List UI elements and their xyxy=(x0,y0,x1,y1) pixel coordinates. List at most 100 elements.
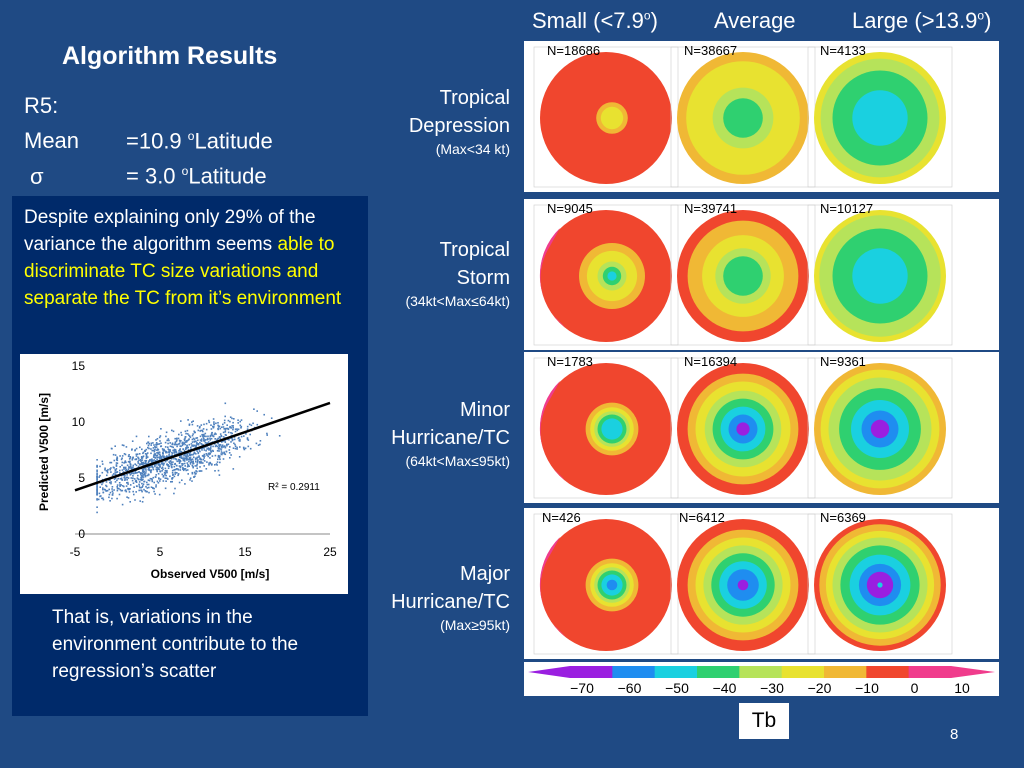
scatter-point xyxy=(143,471,145,473)
scatter-point xyxy=(266,434,268,436)
scatter-point xyxy=(143,472,146,475)
scatter-point xyxy=(186,445,188,447)
tb-contour-ring xyxy=(852,248,908,304)
scatter-point xyxy=(191,480,193,482)
scatter-point xyxy=(181,443,184,446)
scatter-point xyxy=(98,492,101,495)
scatter-point xyxy=(169,462,171,465)
column-header-large: Large (>13.9o) xyxy=(852,8,991,34)
scatter-point xyxy=(162,464,165,466)
scatter-point xyxy=(162,456,165,458)
scatter-point xyxy=(185,469,187,472)
scatter-point xyxy=(195,453,197,455)
scatter-point xyxy=(164,473,166,476)
scatter-point xyxy=(116,457,119,459)
scatter-point xyxy=(194,475,196,478)
scatter-point xyxy=(119,455,121,457)
scatter-point xyxy=(178,465,181,467)
scatter-point xyxy=(133,486,135,488)
scatter-point xyxy=(153,487,155,490)
scatter-point xyxy=(121,503,124,506)
scatter-point xyxy=(170,458,173,460)
scatter-point xyxy=(197,451,199,454)
scatter-point xyxy=(243,435,245,437)
scatter-point xyxy=(183,458,186,461)
scatter-point xyxy=(216,461,219,463)
scatter-point xyxy=(157,468,159,471)
scatter-point xyxy=(207,455,209,458)
scatter-point xyxy=(159,457,162,459)
scatter-point xyxy=(206,442,208,445)
scatter-point xyxy=(191,438,194,441)
scatter-point xyxy=(136,477,139,479)
scatter-point xyxy=(203,449,206,451)
scatter-point xyxy=(170,463,173,466)
scatter-point xyxy=(145,485,147,488)
scatter-point xyxy=(217,454,220,457)
scatter-point xyxy=(192,465,194,468)
large-degree: o xyxy=(977,8,985,23)
scatter-point xyxy=(213,426,215,428)
scatter-point xyxy=(153,464,156,466)
scatter-point xyxy=(140,476,142,479)
scatter-point xyxy=(129,457,132,459)
x-tick-label: 5 xyxy=(157,545,164,559)
scatter-point xyxy=(212,418,215,420)
scatter-point xyxy=(141,482,143,485)
scatter-point xyxy=(145,461,147,463)
scatter-point xyxy=(156,452,158,454)
scatter-point xyxy=(216,445,219,448)
scatter-point xyxy=(121,444,124,446)
scatter-point xyxy=(239,440,241,442)
scatter-point xyxy=(203,440,205,442)
scatter-point xyxy=(230,454,232,456)
scatter-point xyxy=(232,438,234,441)
scatter-point xyxy=(110,447,113,450)
scatter-point xyxy=(127,455,130,458)
scatter-point xyxy=(134,499,136,501)
scatter-point xyxy=(156,480,159,483)
scatter-point xyxy=(222,446,224,448)
scatter-point xyxy=(231,425,233,427)
scatter-point xyxy=(209,448,212,451)
scatter-point xyxy=(131,448,133,450)
sigma-row: σ = 3.0 oLatitude xyxy=(24,156,273,191)
scatter-point xyxy=(147,441,149,443)
mean-label: Mean xyxy=(24,128,80,154)
scatter-point xyxy=(201,438,203,440)
scatter-point xyxy=(120,489,123,492)
scatter-point xyxy=(129,484,132,486)
scatter-point xyxy=(229,420,231,423)
scatter-point xyxy=(188,460,190,463)
scatter-point xyxy=(128,491,131,493)
scatter-point xyxy=(153,444,155,446)
scatter-point xyxy=(232,425,234,427)
scatter-point xyxy=(213,421,215,423)
scatter-point xyxy=(193,471,196,474)
column-header-average: Average xyxy=(714,8,796,33)
scatter-point xyxy=(146,452,149,454)
plot-frame xyxy=(807,357,953,499)
scatter-point xyxy=(211,449,214,452)
scatter-point xyxy=(175,451,177,454)
scatter-point xyxy=(143,468,146,470)
scatter-point xyxy=(156,454,159,457)
scatter-point xyxy=(102,497,104,499)
scatter-point xyxy=(270,417,273,419)
scatter-point xyxy=(152,447,155,449)
scatter-point xyxy=(109,468,112,471)
scatter-point xyxy=(96,491,98,493)
scatter-point xyxy=(160,442,162,444)
scatter-point xyxy=(112,466,115,469)
scatter-point xyxy=(145,474,147,477)
scatter-point xyxy=(205,422,208,425)
scatter-point xyxy=(138,453,141,455)
scatter-point xyxy=(146,481,148,484)
scatter-point xyxy=(141,490,143,493)
scatter-point xyxy=(119,478,122,480)
scatter-point xyxy=(239,438,241,441)
scatter-point xyxy=(183,460,186,462)
scatter-point xyxy=(216,450,219,452)
count-small: N=18686 xyxy=(547,43,601,58)
scatter-point xyxy=(193,431,196,434)
